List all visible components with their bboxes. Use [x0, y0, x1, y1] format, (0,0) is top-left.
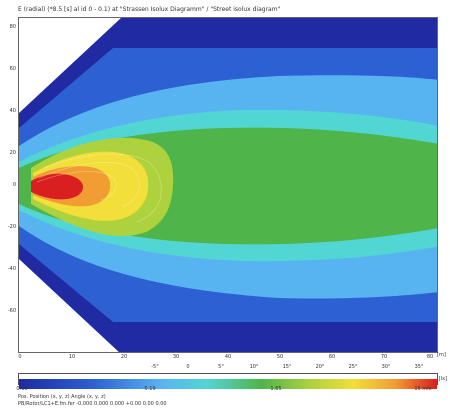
y-tick-minus-60: -60: [7, 308, 16, 314]
colorbar-mid-label-1: 0.19: [144, 386, 156, 392]
x-tick-60: 60: [328, 354, 336, 360]
y-tick-40: 40: [9, 108, 16, 114]
red-core-region: [31, 173, 83, 200]
colorbar-right-label: 15 mlx: [414, 386, 432, 392]
isolux-contours: [36, 153, 162, 223]
colorbar-mid-label-2: 1.65: [270, 386, 282, 392]
colorbar-top-tick-6: 20°: [315, 364, 325, 370]
y-tick-60: 60: [9, 66, 16, 72]
colorbar-fill: [19, 379, 437, 389]
diagram-header: E (radial) (*8.5 [s] al id 0 - 0.1) at "…: [18, 4, 438, 16]
y-tick-minus-20: -20: [7, 224, 16, 230]
diagram-header-text: E (radial) (*8.5 [s] al id 0 - 0.1) at "…: [18, 6, 281, 13]
contour-line: [42, 153, 162, 223]
x-tick-70: 70: [380, 354, 388, 360]
colorbar-unit: [lx]: [438, 376, 447, 382]
x-axis-unit: [m]: [437, 352, 446, 358]
contour-line: [36, 171, 117, 201]
x-tick-10: 10: [68, 354, 76, 360]
footer-line-2: PB/Rotor/LC1+E.fm.fer -0.000 0.000 0.000…: [18, 401, 167, 407]
lux-colorbar-gradient: [19, 379, 437, 389]
colorbar-left-label: 0.00: [16, 386, 28, 392]
colorbar-top-tick-9: 35°: [414, 364, 424, 370]
colorbar-labels: 0.00 0.19 1.65 15 mlx: [16, 386, 438, 394]
y-tick-minus-40: -40: [7, 266, 16, 272]
y-tick-20: 20: [9, 150, 16, 156]
isolux-plot: [18, 17, 438, 353]
contour-line: [38, 162, 140, 208]
colorbar-top-tick-3: 5°: [218, 364, 224, 370]
y-tick-80: 80: [9, 24, 16, 30]
footer-line-1: Pos. Position (x, y, z) Angle (x, y, z): [18, 394, 106, 400]
colorbar-top-tick-8: 30°: [381, 364, 391, 370]
x-tick-40: 40: [224, 354, 232, 360]
colorbar-top-ticks: -5° 0 5° 10° 15° 20° 25° 30° 35°: [18, 364, 438, 373]
colorbar-panel: -5° 0 5° 10° 15° 20° 25° 30° 35°: [16, 364, 438, 414]
lux-colorbar: [18, 373, 438, 389]
x-tick-30: 30: [172, 354, 180, 360]
colorbar-top-tick-1: -5°: [151, 364, 159, 370]
x-tick-20: 20: [120, 354, 128, 360]
colorbar-top-tick-2: 0: [186, 364, 190, 370]
colorbar-top-tick-4: 10°: [249, 364, 259, 370]
x-tick-80: 80: [426, 354, 434, 360]
colorbar-top-tick-7: 25°: [348, 364, 358, 370]
x-tick-50: 50: [276, 354, 284, 360]
isolux-heatmap: [19, 18, 437, 352]
y-axis-ticks: 80 60 40 20 0 -20 -40 -60: [0, 17, 16, 353]
colorbar-top-tick-5: 15°: [282, 364, 292, 370]
y-tick-0: 0: [12, 182, 16, 188]
x-axis-ticks: 0 10 20 30 40 50 60 70 80: [18, 354, 438, 364]
footer-info: Pos. Position (x, y, z) Angle (x, y, z) …: [18, 394, 438, 412]
x-tick-0: 0: [18, 354, 22, 360]
